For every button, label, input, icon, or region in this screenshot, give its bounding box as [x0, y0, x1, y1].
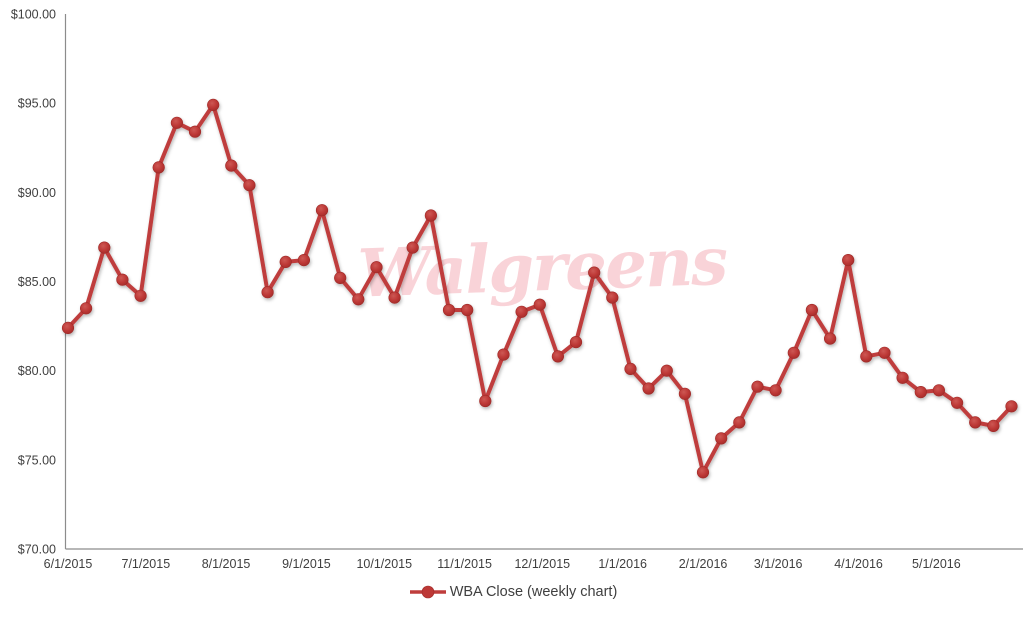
data-point [188, 125, 202, 138]
data-point [860, 350, 873, 363]
y-tick-label: $70.00 [18, 543, 56, 557]
x-tick-label: 3/1/2016 [754, 557, 803, 571]
data-point [315, 204, 329, 217]
data-point [878, 346, 891, 359]
y-tick-label: $80.00 [18, 364, 56, 378]
data-point [751, 380, 764, 393]
data-point [660, 364, 673, 377]
data-point [334, 271, 347, 285]
data-point [461, 303, 474, 317]
data-point [98, 241, 111, 254]
data-point [715, 432, 728, 445]
legend-label: WBA Close (weekly chart) [449, 584, 618, 600]
data-point [279, 255, 292, 269]
data-point [696, 466, 710, 479]
data-point [497, 348, 510, 361]
y-tick-label: $95.00 [18, 97, 56, 111]
data-point [805, 303, 819, 317]
legend-series-marker-icon [409, 585, 446, 599]
x-tick-label: 7/1/2015 [122, 557, 171, 571]
data-point [987, 419, 1000, 433]
data-point [588, 266, 601, 279]
x-tick-label: 11/1/2015 [437, 557, 492, 571]
data-point [61, 321, 75, 335]
data-point [950, 396, 964, 409]
y-tick-label: $100.00 [11, 8, 56, 22]
price-line [66, 102, 1014, 475]
data-point [823, 332, 837, 345]
data-point [678, 387, 692, 400]
data-point [370, 261, 383, 274]
data-point [642, 382, 655, 395]
x-tick-label: 12/1/2015 [514, 557, 570, 571]
y-tick-label: $90.00 [18, 186, 56, 200]
data-point [569, 336, 583, 349]
data-point [116, 273, 129, 286]
x-tick-label: 2/1/2016 [679, 557, 728, 571]
data-point [225, 159, 238, 172]
x-tick-label: 4/1/2016 [834, 557, 883, 571]
data-point [424, 209, 438, 222]
data-point [551, 350, 565, 363]
data-point [842, 254, 855, 267]
data-point [733, 416, 746, 429]
data-point [606, 291, 619, 304]
data-point [896, 371, 909, 384]
data-point [243, 179, 256, 192]
data-point [170, 116, 183, 129]
wba-close-series [61, 98, 1018, 479]
data-point [769, 384, 782, 397]
x-tick-label: 1/1/2016 [598, 557, 647, 571]
data-point [479, 394, 492, 408]
y-tick-label: $85.00 [18, 275, 56, 289]
data-point [624, 362, 637, 376]
data-point [297, 254, 311, 267]
data-point [352, 293, 365, 306]
data-point [969, 416, 982, 429]
x-tick-label: 9/1/2015 [282, 557, 331, 571]
x-tick-label: 8/1/2015 [202, 557, 251, 571]
data-point [914, 386, 927, 399]
y-tick-label: $75.00 [18, 453, 56, 467]
data-point [134, 289, 147, 302]
x-tick-label: 10/1/2015 [356, 557, 412, 571]
data-point [207, 98, 220, 111]
data-point [1005, 400, 1018, 413]
data-point [442, 303, 456, 317]
data-point [388, 291, 401, 304]
x-tick-label: 6/1/2015 [44, 557, 93, 571]
data-point [515, 305, 528, 318]
data-point [261, 286, 274, 299]
data-point [79, 302, 93, 315]
data-point [787, 346, 800, 359]
data-point [932, 384, 946, 397]
data-point [152, 161, 165, 174]
data-point [406, 241, 419, 254]
data-point [533, 298, 546, 311]
x-tick-label: 5/1/2016 [912, 557, 961, 571]
chart-legend: WBA Close (weekly chart) [0, 584, 1024, 600]
